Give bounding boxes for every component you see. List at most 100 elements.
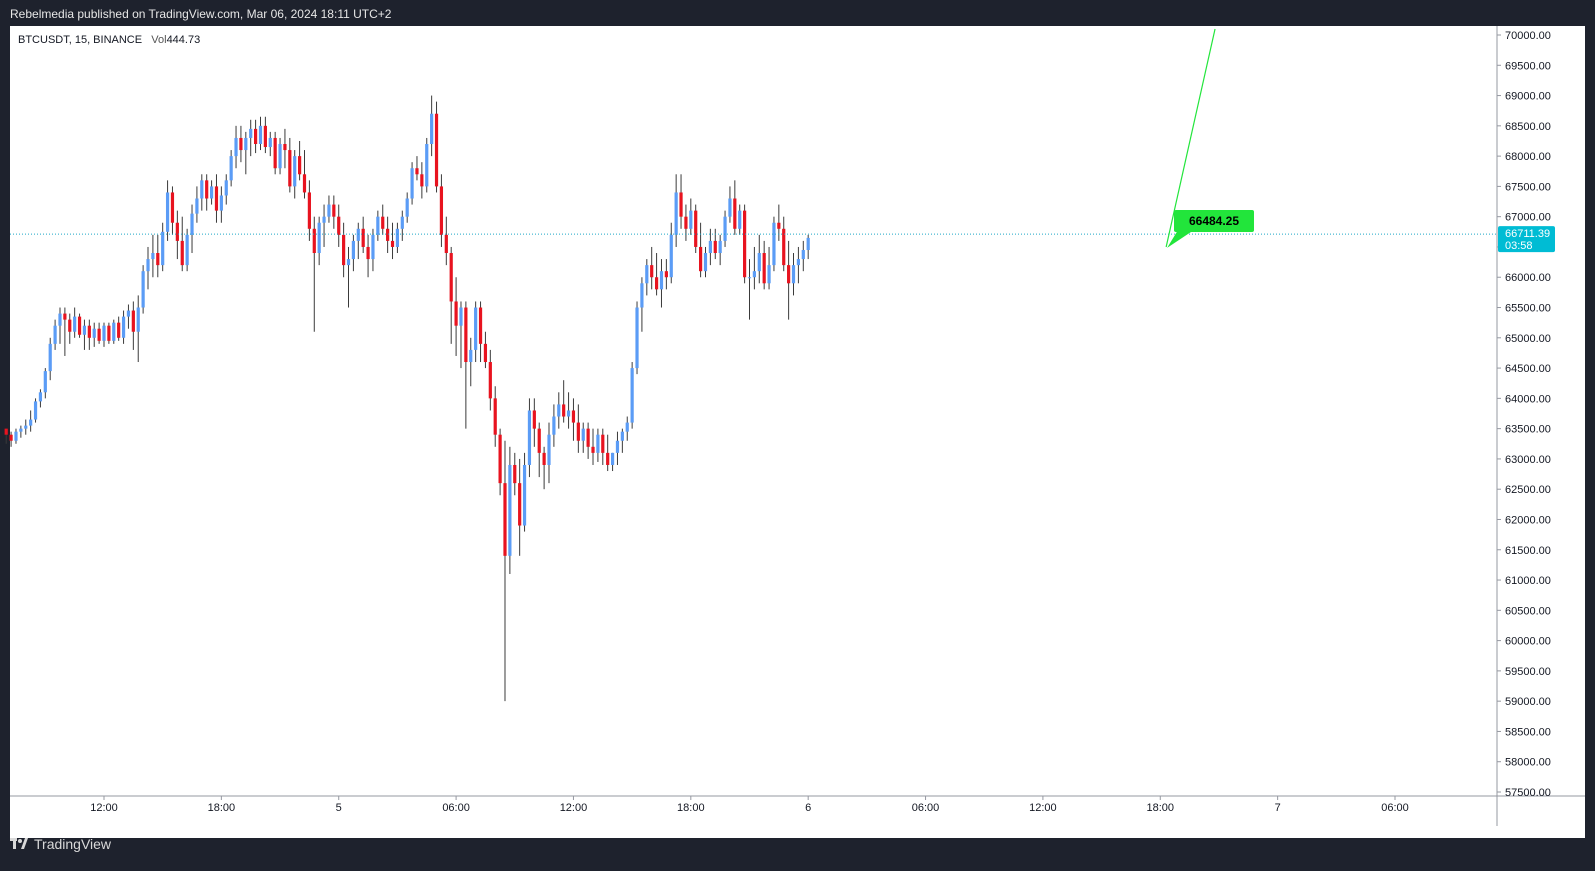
candle-body[interactable] <box>190 213 194 235</box>
candle-body[interactable] <box>97 328 101 341</box>
candle-body[interactable] <box>278 144 282 169</box>
candle-body[interactable] <box>381 216 385 229</box>
candle-body[interactable] <box>185 234 189 266</box>
candle-body[interactable] <box>757 253 761 272</box>
candle-body[interactable] <box>73 316 77 332</box>
candle-body[interactable] <box>136 307 140 332</box>
candle-body[interactable] <box>205 180 209 199</box>
candle-body[interactable] <box>33 401 38 420</box>
candle-body[interactable] <box>376 216 380 235</box>
candle-body[interactable] <box>449 253 453 302</box>
candle-body[interactable] <box>342 234 346 266</box>
tradingview-logo[interactable]: TradingView <box>10 836 111 852</box>
candle-body[interactable] <box>356 228 360 241</box>
candle-body[interactable] <box>752 271 756 278</box>
candle-body[interactable] <box>498 434 502 484</box>
candle-body[interactable] <box>302 174 307 193</box>
candle-body[interactable] <box>386 228 390 241</box>
candle-body[interactable] <box>454 301 458 326</box>
candle-body[interactable] <box>586 428 590 447</box>
candle-body[interactable] <box>332 204 336 217</box>
candle-body[interactable] <box>503 483 507 556</box>
candle-body[interactable] <box>405 198 409 217</box>
candle-body[interactable] <box>694 210 698 247</box>
candle-body[interactable] <box>777 222 781 229</box>
candle-body[interactable] <box>415 168 419 175</box>
candle-body[interactable] <box>195 198 199 214</box>
candle-body[interactable] <box>234 137 238 157</box>
candle-body[interactable] <box>601 434 605 453</box>
candle-body[interactable] <box>58 313 62 326</box>
candle-body[interactable] <box>762 253 766 284</box>
candle-body[interactable] <box>571 410 576 423</box>
candle-body[interactable] <box>102 325 106 341</box>
candle-body[interactable] <box>48 343 52 372</box>
candle-body[interactable] <box>24 425 28 429</box>
candle-body[interactable] <box>650 265 654 278</box>
candle-body[interactable] <box>669 234 673 278</box>
candle-body[interactable] <box>566 410 571 417</box>
candle-body[interactable] <box>478 307 483 344</box>
candle-body[interactable] <box>214 186 219 211</box>
candle-body[interactable] <box>625 422 629 432</box>
candle-body[interactable] <box>522 464 527 526</box>
candle-body[interactable] <box>351 240 355 260</box>
symbol-label[interactable]: BTCUSDT, 15, BINANCE <box>18 34 143 46</box>
candle-body[interactable] <box>434 113 439 187</box>
candle-body[interactable] <box>444 234 448 254</box>
candle-body[interactable] <box>239 137 243 151</box>
candle-body[interactable] <box>121 316 126 338</box>
candle-body[interactable] <box>576 422 580 441</box>
candle-body[interactable] <box>43 371 47 393</box>
candle-body[interactable] <box>796 259 801 266</box>
candle-body[interactable] <box>439 186 444 235</box>
candle-body[interactable] <box>156 253 160 266</box>
candle-body[interactable] <box>165 192 170 232</box>
candle-body[interactable] <box>283 144 287 151</box>
candle-body[interactable] <box>141 271 145 308</box>
candle-body[interactable] <box>337 216 341 235</box>
candle-body[interactable] <box>126 310 131 317</box>
candle-body[interactable] <box>606 452 610 465</box>
candle-body[interactable] <box>679 192 683 217</box>
candle-body[interactable] <box>708 240 712 254</box>
candle-body[interactable] <box>288 150 292 187</box>
candle-body[interactable] <box>346 259 351 266</box>
candle-body[interactable] <box>63 313 67 320</box>
candle-body[interactable] <box>552 416 556 435</box>
candle-body[interactable] <box>728 198 732 217</box>
candle-body[interactable] <box>293 156 297 187</box>
candle-body[interactable] <box>395 228 400 247</box>
chart-panel[interactable] <box>10 26 1585 838</box>
candle-body[interactable] <box>801 249 805 260</box>
candle-body[interactable] <box>518 483 522 526</box>
candle-body[interactable] <box>400 216 404 229</box>
callout-box[interactable] <box>1174 210 1254 232</box>
candle-body[interactable] <box>68 319 72 332</box>
candle-body[interactable] <box>713 240 717 254</box>
candle-body[interactable] <box>371 234 375 260</box>
candle-body[interactable] <box>170 192 175 223</box>
candle-body[interactable] <box>733 198 737 229</box>
candle-body[interactable] <box>390 240 395 247</box>
candle-body[interactable] <box>620 431 624 441</box>
candle-body[interactable] <box>244 137 248 151</box>
candle-body[interactable] <box>410 168 414 199</box>
candle-body[interactable] <box>581 428 585 441</box>
candle-body[interactable] <box>532 410 536 429</box>
candle-body[interactable] <box>263 125 267 148</box>
candle-body[interactable] <box>361 228 365 247</box>
candle-body[interactable] <box>82 325 87 335</box>
candle-body[interactable] <box>645 265 649 284</box>
candle-body[interactable] <box>107 325 111 341</box>
candle-body[interactable] <box>430 113 434 145</box>
candle-body[interactable] <box>640 283 644 308</box>
candle-body[interactable] <box>537 428 541 453</box>
candle-body[interactable] <box>659 271 664 290</box>
candle-body[interactable] <box>53 325 57 344</box>
candle-body[interactable] <box>131 310 135 332</box>
candle-body[interactable] <box>209 186 214 199</box>
candle-body[interactable] <box>420 174 424 187</box>
candle-body[interactable] <box>180 240 184 266</box>
candle-body[interactable] <box>689 210 693 229</box>
